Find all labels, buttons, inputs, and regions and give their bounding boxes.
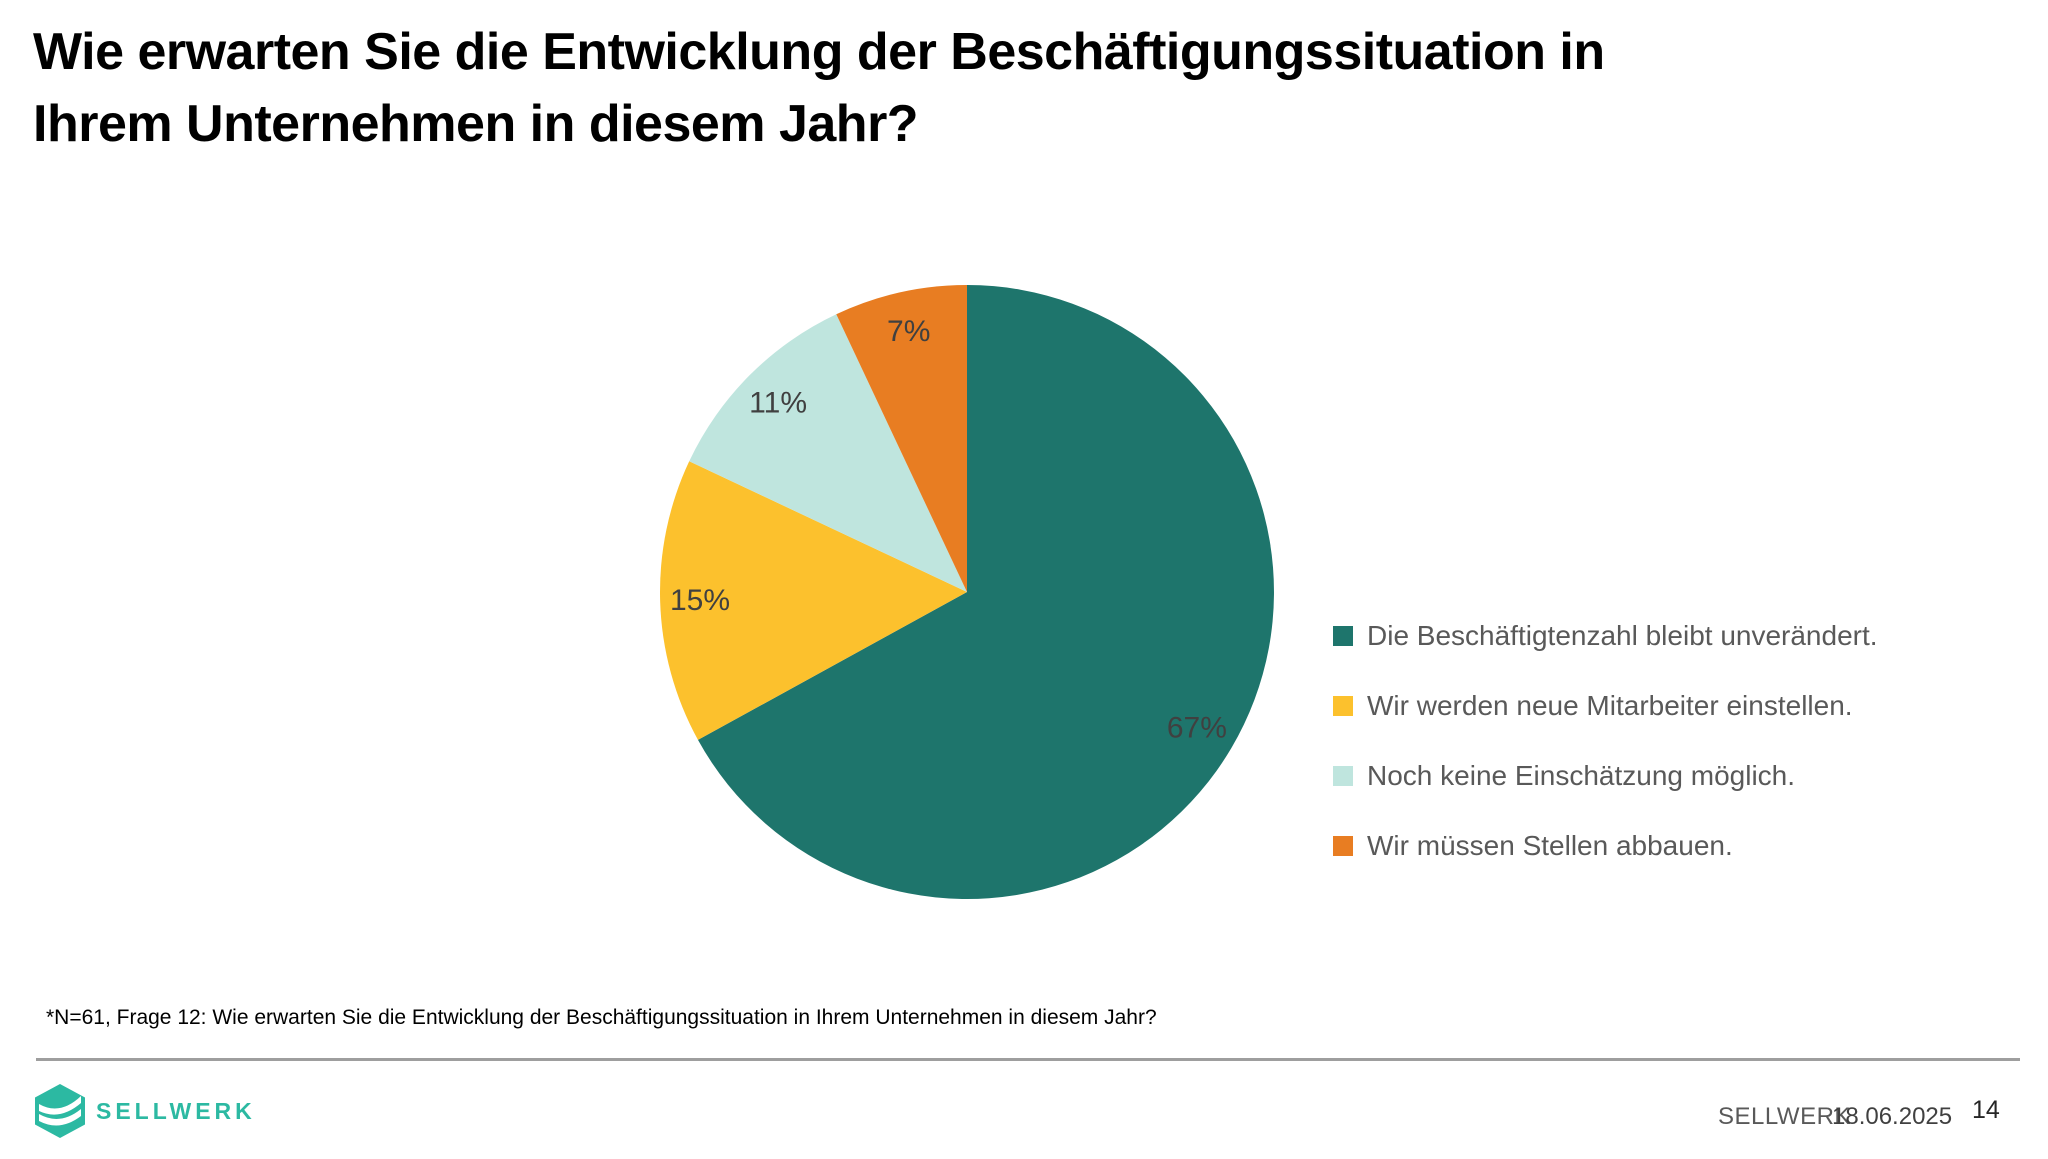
legend-item: Wir müssen Stellen abbauen. (1333, 830, 1878, 861)
legend-swatch-icon (1333, 626, 1353, 646)
page-title-line-2: Ihrem Unternehmen in diesem Jahr? (33, 95, 919, 153)
pie-slice-67pct (697, 285, 1274, 899)
legend-swatch-icon (1333, 836, 1353, 856)
footer-divider (36, 1058, 2020, 1061)
pie-label-7pct: 7% (887, 315, 930, 348)
legend-item: Noch keine Einschätzung möglich. (1333, 760, 1878, 791)
pie-label-15pct: 15% (670, 584, 730, 617)
legend-item-label: Wir werden neue Mitarbeiter einstellen. (1367, 690, 1853, 721)
page-number: 14 (1972, 1096, 2000, 1124)
legend-swatch-icon (1333, 766, 1353, 786)
chart-legend: Die Beschäftigtenzahl bleibt unverändert… (1333, 620, 1878, 861)
sellwerk-wordmark: SELLWERK (96, 1097, 256, 1124)
pie-label-67pct: 67% (1167, 712, 1227, 745)
pie-chart: 67% 15% 11% 7% (659, 285, 1274, 899)
legend-item-label: Die Beschäftigtenzahl bleibt unverändert… (1367, 620, 1878, 651)
page-title-line-1: Wie erwarten Sie die Entwicklung der Bes… (33, 23, 1605, 81)
footer-source-label: SELLWERK (1718, 1103, 1851, 1130)
page-title: Wie erwarten Sie die Entwicklung der Bes… (33, 16, 1993, 160)
sellwerk-hexagon-icon (35, 1084, 85, 1138)
pie-slice-15pct (659, 461, 967, 740)
legend-item: Die Beschäftigtenzahl bleibt unverändert… (1333, 620, 1878, 651)
footer-date: 18.06.2025 (1832, 1103, 1953, 1130)
legend-item-label: Wir müssen Stellen abbauen. (1367, 830, 1733, 861)
legend-swatch-icon (1333, 696, 1353, 716)
legend-item: Wir werden neue Mitarbeiter einstellen. (1333, 690, 1878, 721)
sellwerk-logo: SELLWERK (35, 1084, 256, 1138)
pie-slice-11pct (689, 314, 967, 592)
pie-label-11pct: 11% (749, 387, 807, 420)
pie-slice-7pct (836, 285, 967, 592)
legend-item-label: Noch keine Einschätzung möglich. (1367, 760, 1796, 791)
footnote: *N=61, Frage 12: Wie erwarten Sie die En… (46, 1006, 1157, 1029)
